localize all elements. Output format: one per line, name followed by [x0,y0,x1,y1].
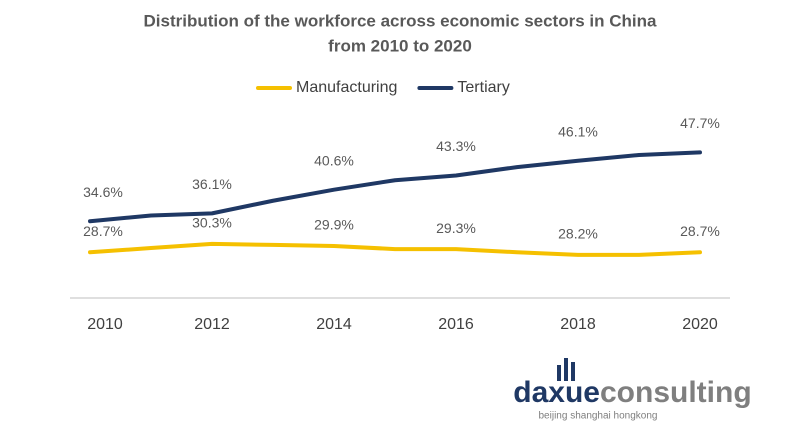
x-tick-label: 2014 [316,316,352,333]
logo-text: consulting [600,376,752,409]
data-label: 40.6% [314,152,354,168]
data-label: 28.2% [558,226,598,242]
logo: daxue consulting beijing shanghai hongko… [513,358,752,422]
data-label: 28.7% [680,223,720,239]
data-label: 46.1% [558,123,598,139]
data-label: 28.7% [83,223,123,239]
x-tick-label: 2020 [682,316,718,333]
data-label: 29.3% [436,220,476,236]
data-label: 30.3% [192,215,232,231]
data-label: 43.3% [436,138,476,154]
chart-title: Distribution of the workforce across eco… [144,11,657,30]
data-label: 47.7% [680,115,720,131]
chart-title: from 2010 to 2020 [328,36,472,55]
data-label: 36.1% [192,176,232,192]
logo-bar [571,362,575,381]
legend-label: Tertiary [457,79,509,96]
logo-tagline: beijing shanghai hongkong [539,411,658,422]
x-tick-label: 2018 [560,316,596,333]
logo-bar [557,365,561,381]
x-tick-label: 2012 [194,316,230,333]
data-label: 29.9% [314,217,354,233]
data-label: 34.6% [83,184,123,200]
legend-label: Manufacturing [296,79,397,96]
x-tick-label: 2016 [438,316,474,333]
logo-text: daxue [513,376,600,409]
line [88,150,702,224]
line [88,241,702,257]
logo-bar [564,358,568,381]
x-tick-label: 2010 [87,316,123,333]
